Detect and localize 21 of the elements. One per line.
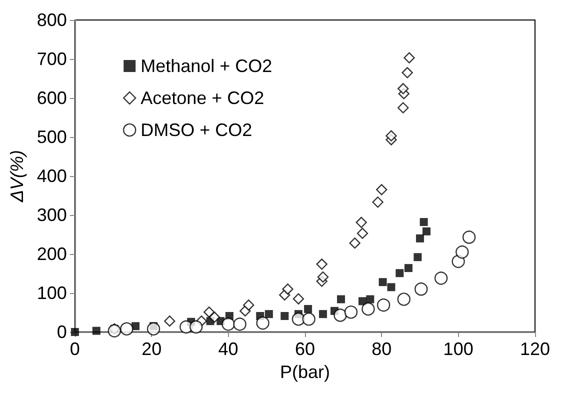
y-tick-label: 700 (36, 49, 67, 69)
y-tick-label: 0 (56, 322, 67, 342)
y-axis-title: ΔV(%) (7, 150, 27, 204)
y-tick-label: 500 (36, 127, 67, 147)
y-tick-label: 100 (36, 283, 67, 303)
x-axis-title: P(bar) (280, 362, 330, 382)
legend-label: DMSO + CO2 (140, 120, 252, 140)
x-tick-label: 0 (70, 339, 80, 359)
x-tick-label: 40 (218, 339, 238, 359)
x-tick-label: 20 (142, 339, 162, 359)
legend-label: Methanol + CO2 (140, 56, 272, 76)
legend-label: Acetone + CO2 (140, 88, 264, 108)
y-tick-label: 400 (36, 166, 67, 186)
y-tick-label: 300 (36, 205, 67, 225)
x-tick-label: 60 (294, 339, 315, 359)
y-tick-label: 600 (36, 88, 67, 108)
y-tick-label: 200 (36, 244, 67, 264)
x-tick-label: 120 (520, 339, 550, 359)
y-tick-label: 800 (36, 10, 67, 30)
x-tick-label: 100 (443, 339, 474, 359)
x-tick-label: 80 (372, 339, 392, 359)
